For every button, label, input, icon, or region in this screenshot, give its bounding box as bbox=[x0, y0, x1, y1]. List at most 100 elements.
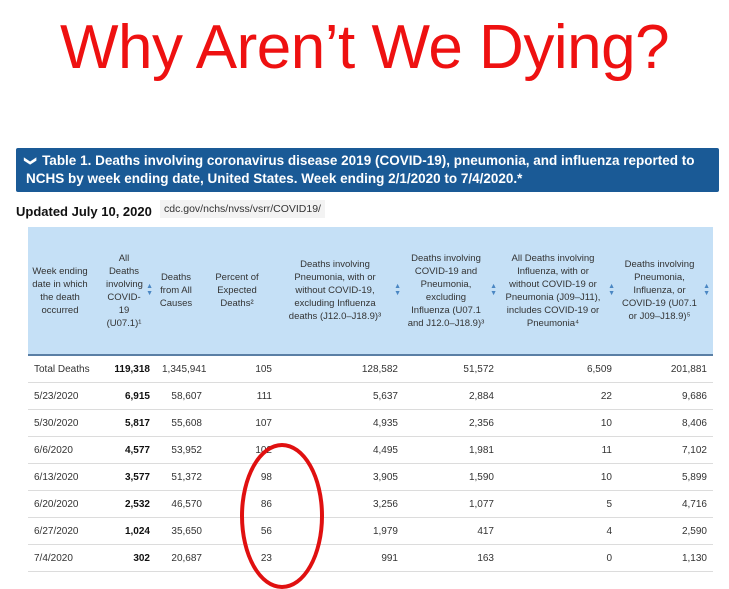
table-cell: 2,884 bbox=[404, 382, 500, 410]
column-header-label: Deaths involving COVID-19 and Pneumonia,… bbox=[407, 252, 485, 329]
column-header-label: Percent of Expected Deaths² bbox=[215, 272, 259, 309]
slide-title: Why Aren’t We Dying? bbox=[59, 13, 670, 82]
sort-icon[interactable]: ▲ ▼ bbox=[608, 282, 615, 297]
column-header[interactable]: All Deaths involving Influenza, with or … bbox=[500, 227, 618, 356]
table-cell: 1,077 bbox=[404, 490, 500, 518]
table-cell: 20,687 bbox=[156, 544, 208, 572]
table-cell: 10 bbox=[500, 463, 618, 491]
table-cell: 3,256 bbox=[278, 490, 404, 518]
table-cell: 4,495 bbox=[278, 436, 404, 464]
row-label-cell: 6/20/2020 bbox=[28, 490, 104, 518]
table-row: 6/27/2020 1,024 35,650 56 1,979 417 4 2,590 bbox=[28, 517, 713, 545]
table-header-row: Week ending date in which the death occu… bbox=[28, 227, 713, 356]
table-cell: 107 bbox=[208, 409, 278, 437]
table-cell: 1,024 bbox=[104, 517, 156, 545]
table-cell: 5,899 bbox=[618, 463, 713, 491]
table-cell: 56 bbox=[208, 517, 278, 545]
column-header-label: Deaths from All Causes bbox=[159, 272, 193, 309]
table-caption-banner[interactable]: ❯ Table 1. Deaths involving coronavirus d… bbox=[16, 148, 719, 192]
table-cell: 302 bbox=[104, 544, 156, 572]
row-label-cell: 7/4/2020 bbox=[28, 544, 104, 572]
column-header-label: Deaths involving Pneumonia, with or with… bbox=[288, 259, 382, 322]
table-cell: 5 bbox=[500, 490, 618, 518]
table-row: 6/13/2020 3,577 51,372 98 3,905 1,590 10 5,899 bbox=[28, 463, 713, 491]
table-cell: 111 bbox=[208, 382, 278, 410]
table-cell: 55,608 bbox=[156, 409, 208, 437]
table-row: 5/23/2020 6,915 58,607 111 5,637 2,884 22 9,686 bbox=[28, 382, 713, 410]
table-cell: 51,372 bbox=[156, 463, 208, 491]
table-cell: 417 bbox=[404, 517, 500, 545]
table-row: 6/6/2020 4,577 53,952 102 4,495 1,981 11 7,102 bbox=[28, 436, 713, 464]
column-header[interactable]: All Deaths involving COVID-19 (U07.1)¹ ▲ ▼ bbox=[104, 227, 156, 356]
sort-icon[interactable]: ▲ ▼ bbox=[490, 282, 497, 297]
table-cell: 4,577 bbox=[104, 436, 156, 464]
sort-icon[interactable]: ▲ ▼ bbox=[146, 282, 153, 297]
table-cell: 86 bbox=[208, 490, 278, 518]
table-cell: 22 bbox=[500, 382, 618, 410]
table-cell: 2,590 bbox=[618, 517, 713, 545]
column-header-label: All Deaths involving Influenza, with or … bbox=[505, 252, 601, 329]
row-label-cell: 5/23/2020 bbox=[28, 382, 104, 410]
row-label-cell: 5/30/2020 bbox=[28, 409, 104, 437]
table-cell: 35,650 bbox=[156, 517, 208, 545]
table-cell: 5,817 bbox=[104, 409, 156, 437]
table-cell: 1,981 bbox=[404, 436, 500, 464]
table-cell: 3,905 bbox=[278, 463, 404, 491]
table-cell: 8,406 bbox=[618, 409, 713, 437]
row-label-cell: Total Deaths bbox=[28, 355, 104, 383]
sort-icon[interactable]: ▲ ▼ bbox=[703, 282, 710, 297]
table-cell: 105 bbox=[208, 355, 278, 383]
table-cell: 3,577 bbox=[104, 463, 156, 491]
column-header[interactable]: Deaths involving Pneumonia, with or with… bbox=[278, 227, 404, 356]
column-header-label: Week ending date in which the death occu… bbox=[32, 265, 88, 316]
deaths-table: Week ending date in which the death occu… bbox=[28, 227, 713, 572]
row-label-cell: 6/6/2020 bbox=[28, 436, 104, 464]
row-label-cell: 6/27/2020 bbox=[28, 517, 104, 545]
column-header-label: All Deaths involving COVID-19 (U07.1)¹ bbox=[106, 252, 143, 329]
table-cell: 6,509 bbox=[500, 355, 618, 383]
table-cell: 991 bbox=[278, 544, 404, 572]
table-cell: 119,318 bbox=[104, 355, 156, 383]
table-cell: 4,935 bbox=[278, 409, 404, 437]
table-cell: 46,570 bbox=[156, 490, 208, 518]
table-row: 6/20/2020 2,532 46,570 86 3,256 1,077 5 4,716 bbox=[28, 490, 713, 518]
table-row: 5/30/2020 5,817 55,608 107 4,935 2,356 10 8,406 bbox=[28, 409, 713, 437]
table-row: Total Deaths 119,318 1,345,941 105 128,582 51… bbox=[28, 355, 713, 383]
table-cell: 201,881 bbox=[618, 355, 713, 383]
table-cell: 23 bbox=[208, 544, 278, 572]
table-cell: 9,686 bbox=[618, 382, 713, 410]
table-cell: 128,582 bbox=[278, 355, 404, 383]
table-cell: 5,637 bbox=[278, 382, 404, 410]
table-cell: 58,607 bbox=[156, 382, 208, 410]
chevron-down-icon[interactable]: ❯ bbox=[24, 155, 39, 167]
table-row: 7/4/2020 302 20,687 23 991 163 0 1,130 bbox=[28, 544, 713, 572]
table-cell: 1,979 bbox=[278, 517, 404, 545]
sort-icon[interactable]: ▲ ▼ bbox=[394, 282, 401, 297]
column-header[interactable]: Week ending date in which the death occu… bbox=[28, 227, 104, 356]
table-body: Total Deaths 119,318 1,345,941 105 128,582 51… bbox=[28, 355, 713, 572]
table-cell: 102 bbox=[208, 436, 278, 464]
table-cell: 98 bbox=[208, 463, 278, 491]
table-cell: 4 bbox=[500, 517, 618, 545]
table-cell: 1,130 bbox=[618, 544, 713, 572]
table-cell: 2,532 bbox=[104, 490, 156, 518]
table-cell: 51,572 bbox=[404, 355, 500, 383]
row-label-cell: 6/13/2020 bbox=[28, 463, 104, 491]
table-cell: 0 bbox=[500, 544, 618, 572]
column-header[interactable]: Deaths involving COVID-19 and Pneumonia,… bbox=[404, 227, 500, 356]
table-caption-text: Table 1. Deaths involving coronavirus di… bbox=[26, 153, 695, 186]
table-cell: 7,102 bbox=[618, 436, 713, 464]
table-cell: 6,915 bbox=[104, 382, 156, 410]
table-cell: 2,356 bbox=[404, 409, 500, 437]
source-url: cdc.gov/nchs/nvss/vsrr/COVID19/ bbox=[160, 200, 325, 218]
table-cell: 1,590 bbox=[404, 463, 500, 491]
column-header[interactable]: Percent of Expected Deaths² bbox=[208, 227, 278, 356]
table-cell: 4,716 bbox=[618, 490, 713, 518]
column-header[interactable]: Deaths involving Pneumonia, Influenza, o… bbox=[618, 227, 713, 356]
column-header[interactable]: Deaths from All Causes bbox=[156, 227, 208, 356]
column-header-label: Deaths involving Pneumonia, Influenza, o… bbox=[622, 259, 697, 322]
table-cell: 53,952 bbox=[156, 436, 208, 464]
table-cell: 1,345,941 bbox=[156, 355, 208, 383]
table-cell: 163 bbox=[404, 544, 500, 572]
table-cell: 10 bbox=[500, 409, 618, 437]
